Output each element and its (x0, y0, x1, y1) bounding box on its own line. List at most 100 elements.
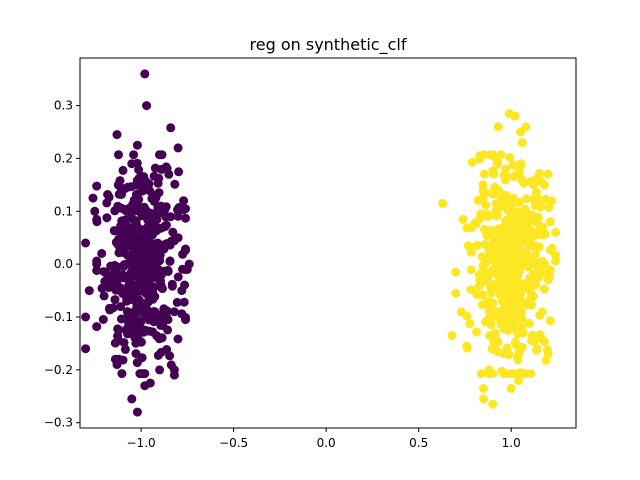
data-point (501, 216, 510, 226)
x-tick-label: −0.5 (219, 436, 248, 450)
data-point (102, 198, 112, 208)
data-point (153, 238, 163, 248)
data-point (540, 180, 549, 190)
data-point (516, 296, 526, 306)
data-point (126, 294, 136, 304)
data-point (173, 334, 183, 344)
data-point (466, 285, 476, 295)
data-point (514, 197, 524, 207)
data-point (179, 196, 189, 206)
data-point (478, 192, 488, 202)
data-point (142, 223, 152, 233)
data-point (169, 307, 179, 317)
data-point (536, 333, 546, 343)
data-point (113, 262, 123, 272)
data-point (110, 295, 120, 305)
data-point (132, 407, 142, 417)
data-point (111, 280, 121, 290)
data-point (504, 350, 514, 360)
data-point (484, 365, 494, 375)
data-point (181, 244, 190, 254)
y-axis: −0.3 −0.2 −0.1 0.0 0.1 0.2 0.3 (44, 99, 80, 430)
data-point (509, 233, 519, 243)
data-point (99, 291, 109, 301)
data-point (139, 172, 149, 182)
data-point (508, 215, 518, 225)
data-point (525, 282, 535, 292)
data-point (164, 169, 174, 179)
data-point (152, 257, 162, 267)
data-point (130, 257, 140, 267)
data-point (135, 296, 145, 306)
data-point (131, 235, 141, 245)
data-point (145, 378, 155, 388)
data-point (479, 394, 488, 404)
data-point (123, 323, 133, 333)
y-tick-label: −0.2 (44, 363, 73, 377)
data-point (114, 248, 124, 258)
data-point (152, 190, 162, 200)
data-point (134, 165, 144, 175)
data-point (154, 173, 164, 183)
data-point (438, 198, 448, 208)
data-point (526, 231, 536, 241)
data-point (155, 365, 165, 375)
data-point (510, 111, 520, 121)
data-point (530, 201, 540, 210)
data-point (499, 190, 509, 200)
data-point (517, 326, 527, 336)
data-point (88, 193, 98, 203)
data-point (132, 180, 142, 190)
data-point (177, 286, 187, 296)
data-point (462, 223, 472, 233)
data-point (173, 211, 183, 221)
data-point (116, 233, 125, 243)
data-point (530, 250, 540, 259)
data-point (508, 369, 518, 379)
data-point (131, 216, 141, 226)
data-point (143, 297, 153, 307)
series-0 (81, 69, 194, 417)
data-point (81, 344, 91, 354)
data-point (121, 273, 131, 283)
data-point (451, 288, 461, 298)
data-point (520, 204, 530, 214)
x-axis: −1.0 −0.5 0.0 0.5 1.0 (127, 428, 521, 450)
data-point (551, 256, 561, 266)
data-point (496, 241, 506, 251)
data-point (474, 281, 484, 291)
data-point (486, 288, 496, 298)
data-point (513, 355, 523, 365)
data-point (534, 268, 544, 278)
data-point (477, 252, 487, 262)
data-point (81, 238, 91, 248)
data-point (114, 274, 123, 284)
data-point (511, 258, 521, 268)
data-point (92, 266, 102, 275)
data-point (163, 265, 173, 275)
data-point (134, 195, 144, 204)
data-point (476, 269, 486, 279)
data-point (496, 150, 506, 160)
data-point (531, 241, 541, 251)
y-tick-label: 0.2 (54, 151, 73, 165)
data-point (483, 212, 493, 222)
data-point (540, 229, 550, 239)
data-point (121, 215, 131, 225)
data-point (129, 281, 139, 290)
data-point (508, 160, 518, 170)
data-point (92, 217, 102, 227)
data-point (161, 312, 171, 321)
y-tick-label: 0.0 (54, 257, 73, 271)
data-point (173, 143, 183, 153)
data-point (132, 140, 142, 150)
data-point (154, 334, 164, 344)
data-point (97, 249, 107, 258)
x-tick-label: −1.0 (127, 436, 156, 450)
data-point (518, 283, 527, 293)
data-point (123, 314, 133, 324)
data-point (508, 242, 518, 252)
data-point (479, 383, 488, 393)
data-point (514, 375, 524, 385)
